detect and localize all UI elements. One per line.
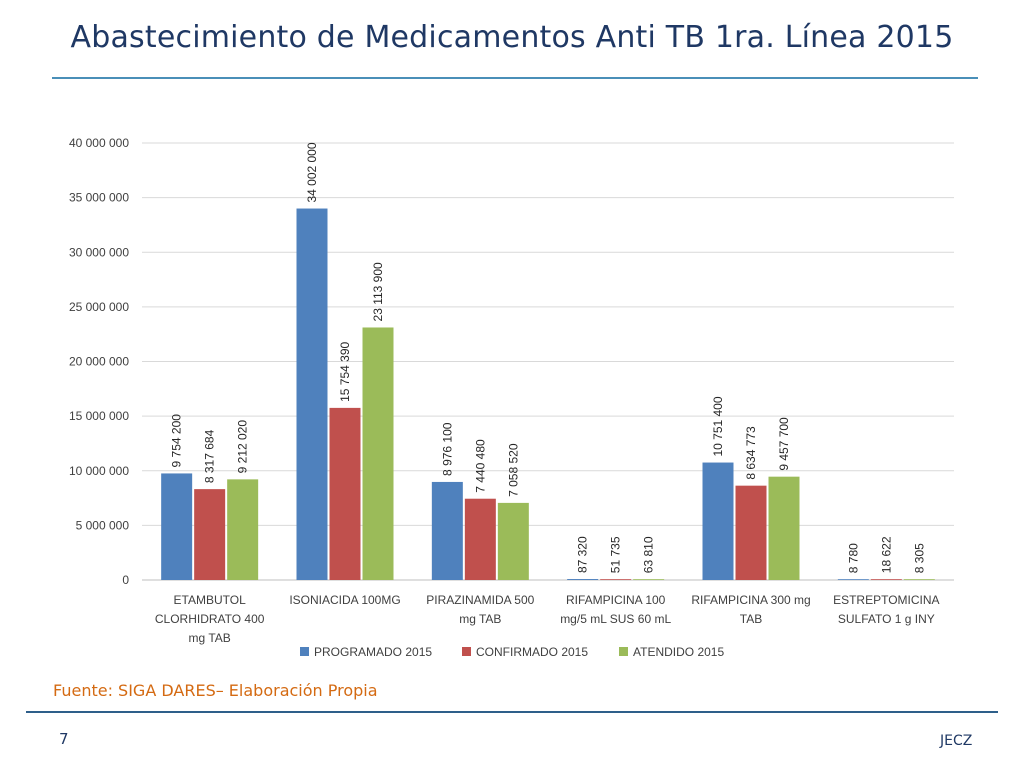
x-tick-label: ETAMBUTOL (174, 593, 247, 607)
page-number: 7 (59, 730, 69, 748)
bar (497, 502, 529, 580)
bar (633, 579, 665, 580)
data-label: 9 754 200 (170, 414, 184, 468)
data-label: 9 457 700 (777, 417, 791, 471)
footer-divider (26, 711, 998, 713)
legend-label: PROGRAMADO 2015 (314, 645, 432, 659)
data-label: 18 622 (879, 536, 893, 573)
legend-swatch (300, 647, 309, 656)
legend-label: ATENDIDO 2015 (633, 645, 724, 659)
author-initials: JECZ (940, 733, 973, 749)
data-label: 8 634 773 (744, 426, 758, 480)
y-tick-label: 15 000 000 (69, 409, 129, 423)
x-tick-label: SULFATO 1 g INY (838, 612, 935, 626)
data-label: 7 058 520 (506, 443, 520, 497)
bar (296, 208, 328, 581)
y-tick-label: 40 000 000 (69, 136, 129, 150)
legend-swatch (619, 647, 628, 656)
bar (431, 481, 463, 580)
bar (567, 579, 599, 580)
y-tick-label: 30 000 000 (69, 245, 129, 259)
bar (768, 476, 800, 580)
data-label: 87 320 (576, 536, 590, 573)
x-tick-label: PIRAZINAMIDA 500 (426, 593, 534, 607)
x-tick-label: ISONIACIDA 100MG (289, 593, 400, 607)
slide-title: Abastecimiento de Medicamentos Anti TB 1… (70, 20, 954, 55)
data-label: 34 002 000 (305, 142, 319, 202)
y-tick-label: 10 000 000 (69, 464, 129, 478)
source-note: Fuente: SIGA DARES– Elaboración Propia (53, 681, 378, 700)
bar (903, 579, 935, 580)
bar (161, 473, 193, 580)
x-tick-label: RIFAMPICINA 300 mg (691, 593, 810, 607)
y-tick-label: 35 000 000 (69, 191, 129, 205)
legend-swatch (462, 647, 471, 656)
y-tick-label: 25 000 000 (69, 300, 129, 314)
x-tick-label: TAB (740, 612, 762, 626)
bar (837, 579, 869, 580)
title-divider (52, 77, 978, 79)
x-tick-label: CLORHIDRATO 400 (155, 612, 265, 626)
bar (464, 498, 496, 580)
data-label: 63 810 (642, 536, 656, 573)
bar (600, 579, 632, 580)
data-label: 8 780 (846, 543, 860, 573)
data-label: 51 735 (609, 536, 623, 573)
bar (870, 579, 902, 580)
y-tick-label: 0 (122, 573, 129, 587)
bar (194, 489, 226, 580)
bar (227, 479, 259, 580)
x-tick-label: ESTREPTOMICINA (833, 593, 939, 607)
data-label: 23 113 900 (371, 262, 385, 321)
legend-label: CONFIRMADO 2015 (476, 645, 588, 659)
x-tick-label: mg TAB (459, 612, 501, 626)
x-tick-label: mg/5 mL SUS 60 mL (560, 612, 671, 626)
data-label: 8 305 (912, 543, 926, 573)
bar (329, 407, 361, 580)
data-label: 15 754 390 (338, 341, 352, 401)
bar (702, 462, 734, 580)
data-label: 8 317 684 (203, 429, 217, 483)
bar (362, 327, 394, 580)
x-tick-label: RIFAMPICINA 100 (566, 593, 666, 607)
data-label: 8 976 100 (440, 422, 454, 476)
data-label: 7 440 480 (473, 439, 487, 493)
bar (735, 485, 767, 580)
y-tick-label: 5 000 000 (76, 518, 130, 532)
x-tick-label: mg TAB (189, 631, 231, 645)
data-label: 9 212 020 (236, 420, 250, 474)
data-label: 10 751 400 (711, 396, 725, 456)
y-tick-label: 20 000 000 (69, 355, 129, 369)
